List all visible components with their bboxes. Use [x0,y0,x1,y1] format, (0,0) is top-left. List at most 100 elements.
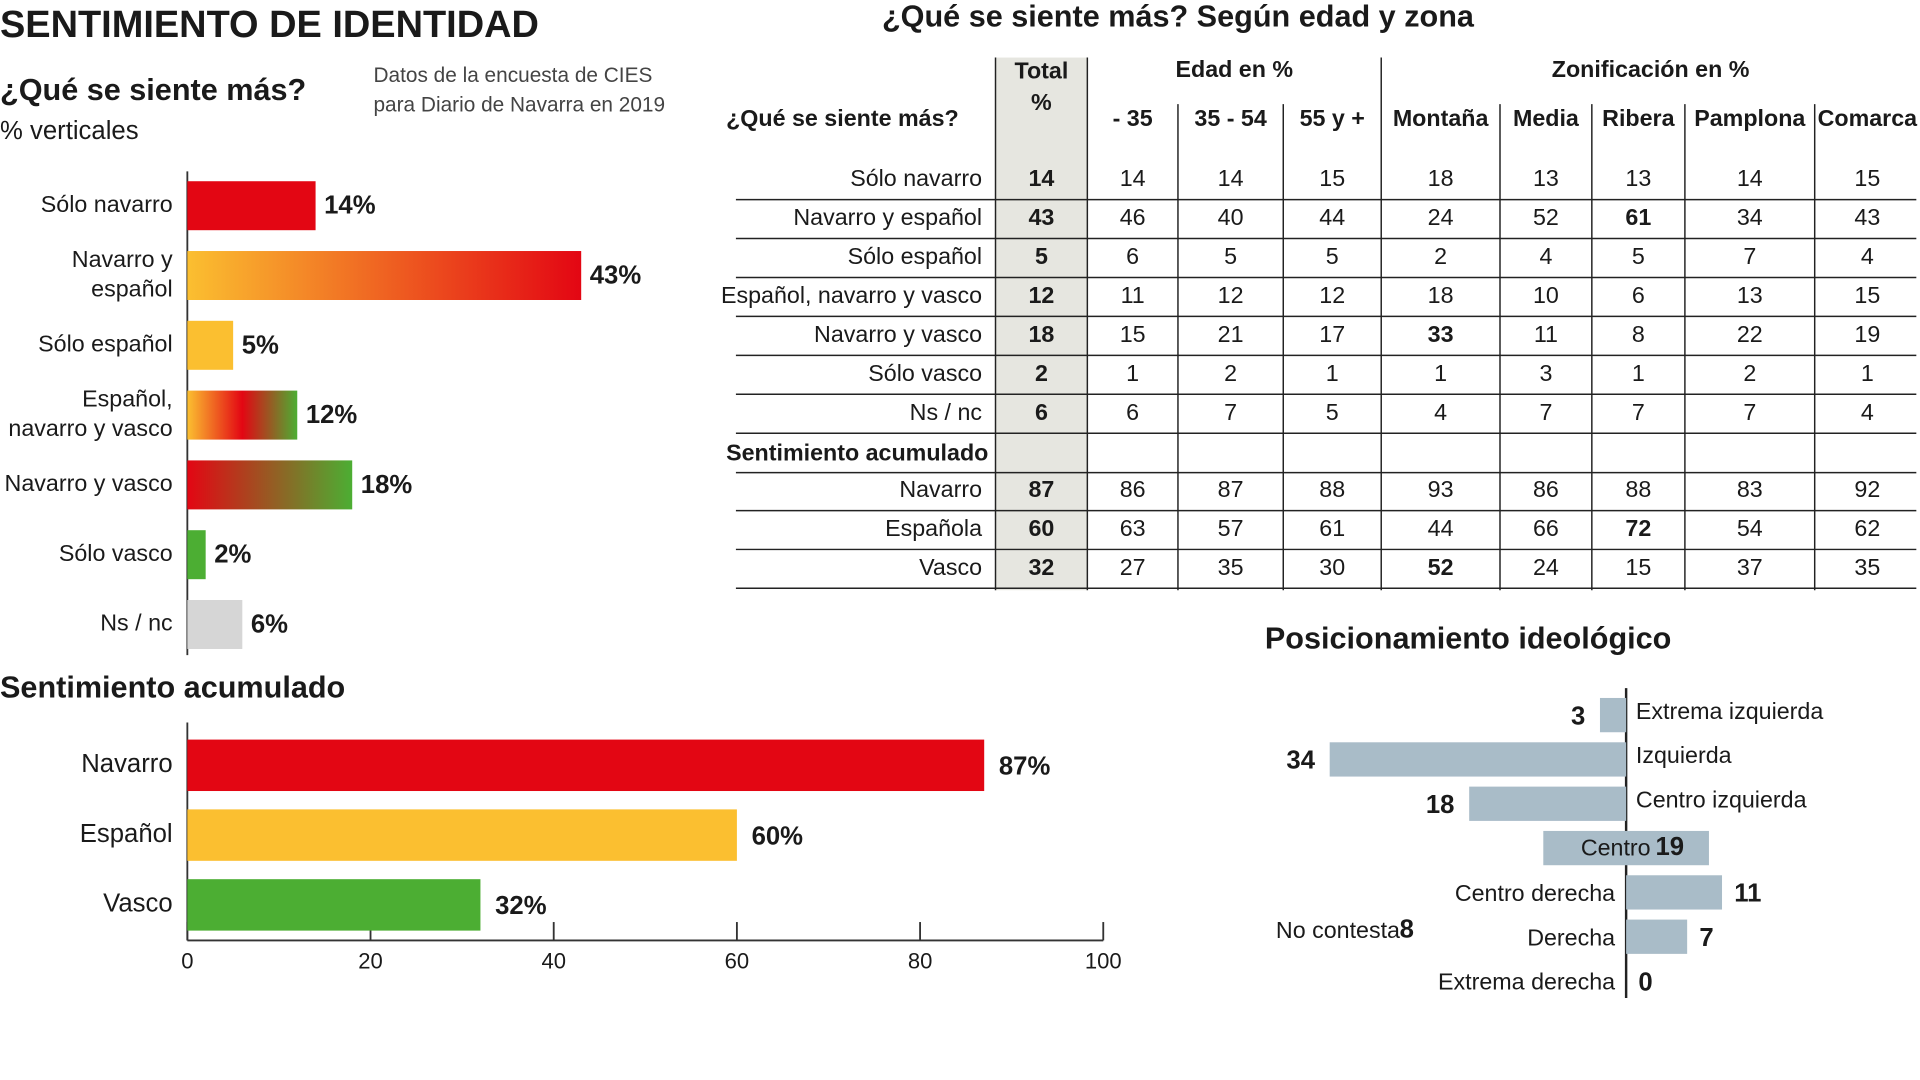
row-label: Sólo español [848,243,982,269]
table-cell: 15 [1120,321,1146,347]
chart-title: ¿Qué se siente más? [0,73,306,107]
column-header: Montaña [1393,105,1490,131]
table-cell: 14 [1028,165,1054,191]
value-label: 11 [1734,880,1761,908]
table-cell: 87 [1218,476,1244,502]
bar [187,251,582,300]
table-cell: 5 [1326,243,1339,269]
table-cell: 15 [1319,165,1345,191]
table-cell: 14 [1218,165,1244,191]
table-cell: 2 [1434,243,1447,269]
category-label-box: Navarro y vasco [4,471,173,498]
value-label: 12% [306,401,358,429]
bar [1626,875,1723,910]
table-cell: 60 [1028,515,1054,541]
main-title: SENTIMIENTO DE IDENTIDAD [0,4,539,46]
table-cell: 1 [1326,360,1339,386]
row-label: Sólo navarro [850,165,982,191]
bar [187,390,298,440]
category-label: Español, navarro y vasco [8,387,173,443]
table-cell: 7 [1539,399,1552,425]
table-cell: 5 [1035,243,1048,269]
value-label: 2% [214,541,251,569]
table-cell: 4 [1434,399,1447,425]
x-tick-label: 100 [1085,948,1122,973]
category-label: Centro izquierda [1636,786,1807,812]
table-cell: 33 [1428,321,1454,347]
annotation-label: No contesta [1276,917,1400,943]
value-label: 34 [1286,747,1315,775]
table-cell: 7 [1743,399,1756,425]
table-cell: 6 [1126,399,1139,425]
table-cell: 83 [1737,476,1763,502]
value-label: 5% [242,331,279,359]
table-cell: 13 [1737,282,1763,308]
table-cell: 19 [1854,321,1880,347]
chart-title: Sentimiento acumulado [0,670,345,704]
chart-title: Posicionamiento ideológico [1265,622,1671,656]
source-note-box: Datos de la encuesta de CIES para Diario… [373,64,665,116]
section-label: Sentimiento acumulado [726,439,988,465]
table-cell: 10 [1533,282,1559,308]
table-cell: 4 [1861,243,1874,269]
table-cell: 35 [1218,554,1244,580]
bar [187,181,316,231]
category-label: Sólo vasco [58,541,173,568]
table-cell: 6 [1632,282,1645,308]
value-label: 18% [361,471,413,499]
value-label: 0 [1638,968,1652,996]
table-cell: 7 [1743,243,1756,269]
table-cell: 24 [1533,554,1559,580]
row-label: Navarro y vasco [814,321,982,347]
table-cell: 7 [1632,399,1645,425]
category-label: Navarro y español [71,247,173,303]
annotation-value: 8 [1400,915,1414,943]
table-cell: 87 [1028,476,1054,502]
category-label: Derecha [1527,924,1615,950]
category-label: Español [80,820,173,848]
table-cell: 86 [1120,476,1146,502]
table-cell: 40 [1218,204,1244,230]
table-cell: 24 [1428,204,1454,230]
table-cell: 1 [1126,360,1139,386]
table-cell: 34 [1737,204,1763,230]
table-cell: 14 [1737,165,1763,191]
table-cell: 92 [1854,476,1880,502]
table-cell: 43 [1028,204,1054,230]
bar [187,320,234,370]
category-label-box: Sólo vasco [58,541,173,568]
category-label: Navarro y vasco [4,471,173,498]
table-cell: 1 [1632,360,1645,386]
table-cell: 72 [1625,515,1651,541]
table-cell: 22 [1737,321,1763,347]
table-cell: 21 [1218,321,1244,347]
table-cell: 35 [1854,554,1880,580]
chart-subtitle: % verticales [0,117,139,145]
table-cell: 46 [1120,204,1146,230]
total-header-box: Total % [1014,59,1068,116]
table-cell: 27 [1120,554,1146,580]
table-cell: 43 [1854,204,1880,230]
row-label: Sólo vasco [868,360,982,386]
category-label-box: Sólo navarro [41,192,173,218]
table-cell: 30 [1319,554,1345,580]
value-label: 43% [590,262,642,290]
table-cell: 12 [1028,282,1054,308]
table-cell: 2 [1224,360,1237,386]
column-header: 35 - 54 [1194,105,1266,131]
table-cell: 32 [1028,554,1054,580]
table-cell: 13 [1625,165,1651,191]
column-header: Comarca [1818,105,1919,131]
table-cell: 62 [1854,515,1880,541]
value-label: 19 [1656,833,1685,861]
category-label-box: Navarro y español [71,247,173,303]
table-cell: 12 [1218,282,1244,308]
table-cell: 2 [1035,360,1048,386]
group-header: Zonificación en % [1552,56,1750,82]
table-cell: 2 [1743,360,1756,386]
category-label: Extrema izquierda [1636,698,1823,724]
table-cell: 1 [1434,360,1447,386]
bar [187,739,985,792]
total-column-bg [995,57,1088,591]
row-label: Vasco [919,554,982,580]
